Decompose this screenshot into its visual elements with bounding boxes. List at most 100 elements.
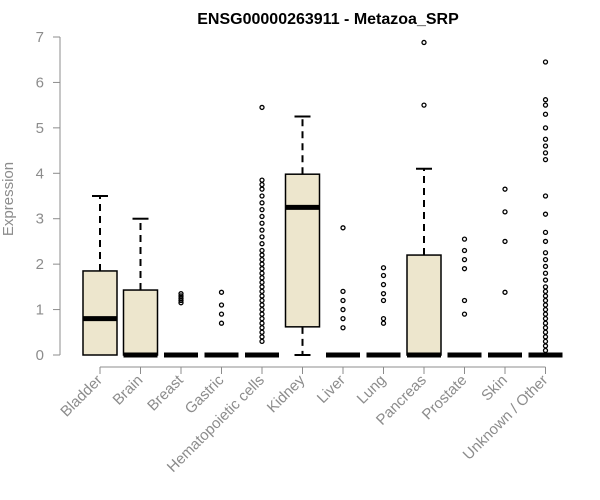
outlier-point [259, 297, 265, 304]
outlier-point [259, 234, 265, 240]
outlier-point [542, 316, 549, 322]
outlier-point [259, 104, 265, 111]
y-axis-label: Expression [0, 162, 17, 236]
y-tick-label: 2 [36, 256, 44, 273]
outlier-point [380, 272, 387, 279]
outlier-point [259, 293, 265, 299]
outlier-point [259, 247, 265, 254]
outlier-point [502, 209, 508, 215]
y-tick-label: 1 [36, 302, 44, 319]
outlier-point [542, 343, 549, 349]
outlier-point [542, 288, 549, 295]
x-tick-label: Breast [144, 371, 187, 414]
x-tick-label: Bladder [57, 372, 106, 421]
outlier-point [502, 186, 508, 192]
outlier-point [461, 236, 468, 242]
outlier-point [380, 320, 387, 326]
outlier-point [340, 297, 346, 304]
outlier-point [542, 320, 549, 326]
outlier-point [259, 288, 265, 295]
outlier-point [380, 291, 387, 297]
outlier-point [542, 347, 549, 354]
outlier-point [259, 284, 265, 290]
box-kidney [284, 115, 321, 356]
x-tick-label: Kidney [264, 371, 309, 416]
outlier-point [259, 306, 265, 313]
outlier-point [259, 316, 265, 322]
outlier-point [340, 288, 346, 295]
y-tick-label: 3 [36, 211, 44, 228]
outlier-point [542, 193, 549, 199]
outlier-point [542, 329, 549, 335]
outlier-point [259, 241, 265, 247]
outlier-point [542, 263, 549, 270]
y-tick-label: 6 [36, 74, 44, 91]
x-tick-label: Lung [354, 372, 390, 408]
outlier-point [542, 284, 549, 290]
outlier-point [461, 311, 468, 317]
outlier-point [259, 302, 265, 308]
outlier-point [218, 302, 225, 308]
box-prostate [447, 236, 482, 358]
outlier-point [340, 306, 346, 313]
outlier-point [542, 136, 549, 142]
outlier-point [542, 270, 549, 276]
outlier-point [542, 143, 549, 149]
outlier-point [542, 334, 549, 340]
outlier-point [259, 320, 265, 326]
outlier-point [259, 213, 265, 220]
outlier-point [259, 193, 265, 199]
outlier-point [340, 316, 346, 322]
x-tick-label: Prostate [419, 372, 471, 424]
box-body [122, 289, 159, 356]
outlier-point [259, 220, 265, 226]
chart-title: ENSG00000263911 - Metazoa_SRP [197, 11, 459, 28]
outlier-point [178, 291, 184, 297]
outlier-point [542, 306, 549, 313]
outlier-point [542, 250, 549, 256]
box-unknown-other [528, 59, 563, 358]
outlier-point [259, 329, 265, 335]
outlier-point [502, 289, 508, 295]
outlier-point [461, 297, 468, 304]
outlier-point [461, 247, 468, 254]
outlier-point [542, 157, 549, 163]
box-body [406, 254, 442, 356]
box-body [284, 173, 321, 328]
y-tick-label: 0 [36, 347, 44, 364]
outlier-point [259, 256, 265, 263]
x-tick-label: Skin [478, 372, 511, 405]
outlier-point [259, 334, 265, 340]
outlier-point [542, 111, 549, 117]
outlier-point [380, 316, 387, 322]
outlier-point [542, 150, 549, 156]
outlier-point [542, 338, 549, 345]
outlier-point [542, 297, 549, 304]
outlier-point [502, 238, 508, 245]
outlier-point [259, 325, 265, 331]
outlier-point [542, 325, 549, 331]
outlier-point [259, 186, 265, 192]
outlier-point [259, 252, 265, 258]
outlier-point [542, 102, 549, 108]
outlier-point [461, 256, 468, 263]
outlier-point [259, 275, 265, 281]
outlier-point [421, 102, 427, 108]
outlier-point [542, 59, 549, 65]
outlier-point [542, 238, 549, 245]
outlier-point [218, 289, 225, 295]
box-brain [122, 217, 159, 358]
outlier-point [380, 297, 387, 304]
outlier-point [259, 261, 265, 267]
box-liver [326, 225, 360, 358]
x-tick-label: Brain [110, 372, 147, 409]
y-tick-label: 4 [36, 165, 44, 182]
box-series [82, 39, 563, 358]
box-gastric [204, 289, 239, 358]
outlier-point [259, 206, 265, 213]
outlier-point [218, 311, 225, 317]
outlier-point [259, 181, 265, 188]
box-hematopoietic-cells [245, 104, 279, 358]
